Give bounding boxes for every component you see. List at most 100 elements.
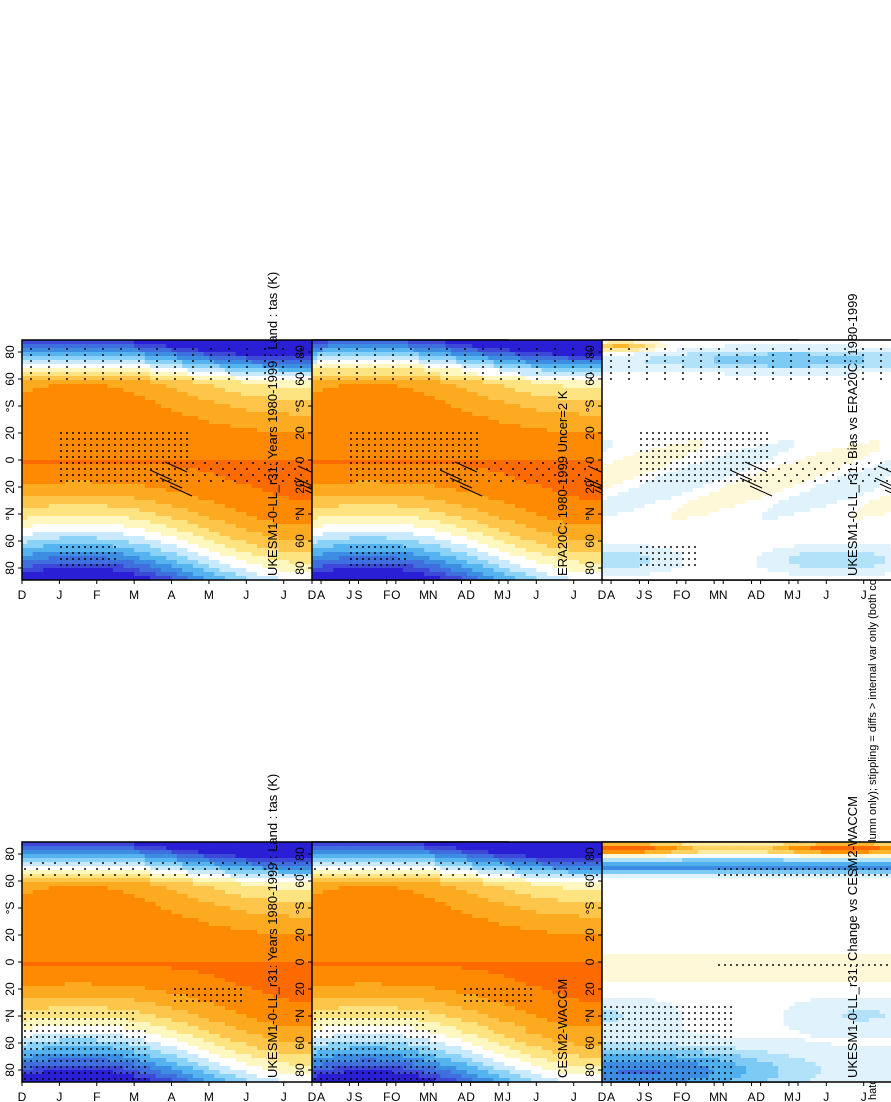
field-cell xyxy=(230,411,237,416)
field-cell xyxy=(235,571,242,576)
field-cell xyxy=(230,443,237,448)
field-cell xyxy=(80,499,87,504)
field-cell xyxy=(91,367,98,372)
field-cell xyxy=(246,487,253,492)
field-cell xyxy=(134,567,141,572)
field-cell xyxy=(64,379,71,384)
field-cell xyxy=(182,463,189,468)
field-cell xyxy=(256,431,263,436)
field-cell xyxy=(32,435,39,440)
field-cell xyxy=(91,559,98,564)
field-cell xyxy=(123,367,130,372)
field-cell xyxy=(91,463,98,468)
field-cell xyxy=(246,531,253,536)
field-cell xyxy=(139,519,146,524)
field-cell xyxy=(256,367,263,372)
field-cell xyxy=(176,515,183,520)
field-cell xyxy=(224,399,231,404)
field-cell xyxy=(219,407,226,412)
field-cell xyxy=(43,575,50,580)
field-cell xyxy=(224,511,231,516)
field-cell xyxy=(107,359,114,364)
field-cell xyxy=(283,451,290,456)
field-cell xyxy=(246,379,253,384)
field-cell xyxy=(48,435,55,440)
field-cell xyxy=(155,391,162,396)
field-cell xyxy=(155,427,162,432)
field-cell xyxy=(230,559,237,564)
field-cell xyxy=(166,407,173,412)
field-cell xyxy=(187,403,194,408)
field-cell xyxy=(86,483,93,488)
field-cell xyxy=(219,511,226,516)
field-cell xyxy=(96,559,103,564)
field-cell xyxy=(70,387,77,392)
field-cell xyxy=(27,539,34,544)
field-cell xyxy=(150,451,157,456)
field-cell xyxy=(118,571,125,576)
field-cell xyxy=(251,559,258,564)
field-cell xyxy=(96,467,103,472)
field-cell xyxy=(150,391,157,396)
field-cell xyxy=(224,403,231,408)
field-cell xyxy=(54,415,60,420)
field-cell xyxy=(192,383,199,388)
field-cell xyxy=(230,475,237,480)
field-cell xyxy=(283,391,290,396)
field-cell xyxy=(240,575,247,580)
field-cell xyxy=(305,523,311,528)
field-cell xyxy=(43,407,50,412)
field-cell xyxy=(64,575,71,580)
field-cell xyxy=(80,399,87,404)
field-cell xyxy=(32,411,39,416)
field-cell xyxy=(235,411,242,416)
field-cell xyxy=(214,491,221,496)
field-cell xyxy=(43,491,50,496)
field-cell xyxy=(118,511,125,516)
field-cell xyxy=(59,475,66,480)
field-cell xyxy=(283,495,290,500)
field-cell xyxy=(32,407,39,412)
field-cell xyxy=(219,515,226,520)
field-cell xyxy=(75,451,82,456)
field-cell xyxy=(176,547,183,552)
field-cell xyxy=(43,431,50,436)
field-cell xyxy=(294,391,301,396)
field-cell xyxy=(54,467,60,472)
field-cell xyxy=(219,547,226,552)
field-cell xyxy=(160,415,167,420)
field-cell xyxy=(54,455,60,460)
field-cell xyxy=(128,387,135,392)
field-cell xyxy=(107,415,114,420)
field-cell xyxy=(27,411,34,416)
field-cell xyxy=(203,439,210,444)
field-cell xyxy=(273,575,279,580)
field-cell xyxy=(128,411,135,416)
field-cell xyxy=(70,423,77,428)
field-cell xyxy=(64,407,71,412)
field-cell xyxy=(166,439,173,444)
field-cell xyxy=(80,419,87,424)
field-cell xyxy=(235,531,242,536)
field-cell xyxy=(54,395,60,400)
field-cell xyxy=(187,559,194,564)
field-cell xyxy=(208,371,215,376)
field-cell xyxy=(160,399,167,404)
field-cell xyxy=(134,451,141,456)
field-cell xyxy=(176,431,183,436)
field-cell xyxy=(155,547,162,552)
field-cell xyxy=(118,503,125,508)
field-cell xyxy=(150,507,157,512)
field-cell xyxy=(96,395,103,400)
field-cell xyxy=(38,559,44,564)
field-cell xyxy=(160,379,167,384)
field-cell xyxy=(246,415,253,420)
field-cell xyxy=(246,495,253,500)
field-cell xyxy=(48,467,55,472)
field-cell xyxy=(203,435,210,440)
field-cell xyxy=(182,495,189,500)
field-cell xyxy=(139,535,146,540)
field-cell xyxy=(182,363,189,368)
field-cell xyxy=(96,443,103,448)
field-cell xyxy=(43,451,50,456)
